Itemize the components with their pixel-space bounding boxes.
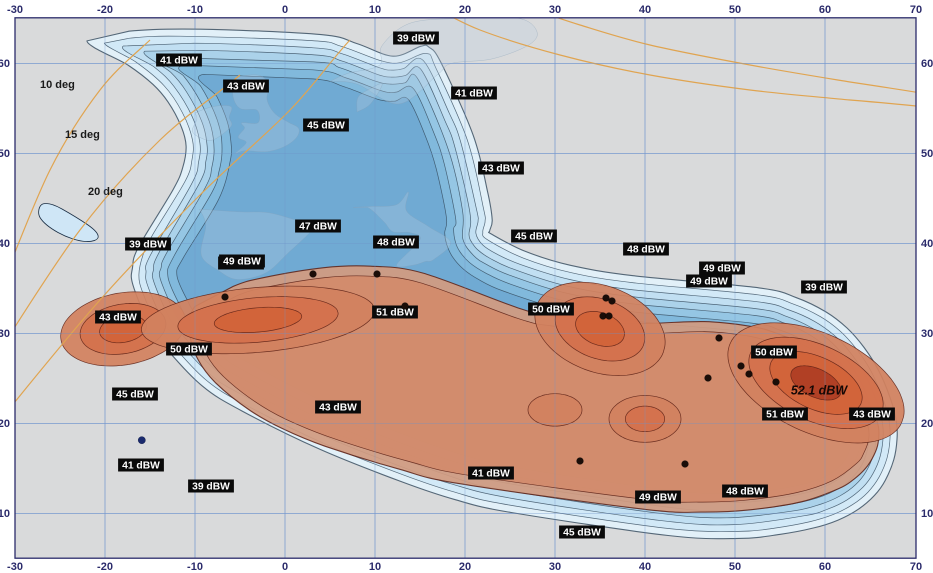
svg-text:0: 0 <box>282 561 288 573</box>
svg-text:30: 30 <box>921 328 933 340</box>
svg-text:20 deg: 20 deg <box>88 186 123 198</box>
svg-text:40: 40 <box>639 561 651 573</box>
svg-text:20: 20 <box>459 4 471 16</box>
svg-text:50: 50 <box>0 148 10 160</box>
svg-text:39 dBW: 39 dBW <box>397 34 435 45</box>
svg-text:39 dBW: 39 dBW <box>129 240 167 251</box>
svg-text:39 dBW: 39 dBW <box>805 283 843 294</box>
svg-text:51 dBW: 51 dBW <box>376 308 414 319</box>
svg-text:43 dBW: 43 dBW <box>319 403 357 414</box>
svg-text:45 dBW: 45 dBW <box>515 232 553 243</box>
svg-text:40: 40 <box>0 238 10 250</box>
svg-text:-30: -30 <box>7 4 23 16</box>
svg-text:40: 40 <box>639 4 651 16</box>
svg-text:30: 30 <box>549 4 561 16</box>
svg-text:43 dBW: 43 dBW <box>853 410 891 421</box>
svg-text:48 dBW: 48 dBW <box>627 245 665 256</box>
svg-text:50: 50 <box>729 561 741 573</box>
svg-text:10 deg: 10 deg <box>40 79 75 91</box>
svg-text:45 dBW: 45 dBW <box>116 390 154 401</box>
svg-text:50: 50 <box>729 4 741 16</box>
svg-text:10: 10 <box>369 4 381 16</box>
svg-text:10: 10 <box>921 508 933 520</box>
svg-text:0: 0 <box>282 4 288 16</box>
svg-text:70: 70 <box>910 4 922 16</box>
svg-text:30: 30 <box>549 561 561 573</box>
svg-text:49 dBW: 49 dBW <box>690 277 728 288</box>
svg-text:-20: -20 <box>97 4 113 16</box>
svg-text:50: 50 <box>921 148 933 160</box>
svg-text:45 dBW: 45 dBW <box>307 121 345 132</box>
svg-text:49 dBW: 49 dBW <box>223 257 261 268</box>
svg-text:-30: -30 <box>7 561 23 573</box>
svg-text:50 dBW: 50 dBW <box>532 305 570 316</box>
svg-text:50 dBW: 50 dBW <box>170 345 208 356</box>
svg-text:60: 60 <box>819 4 831 16</box>
svg-text:43 dBW: 43 dBW <box>482 164 520 175</box>
svg-text:41 dBW: 41 dBW <box>160 56 198 67</box>
svg-text:49 dBW: 49 dBW <box>639 493 677 504</box>
svg-text:50 dBW: 50 dBW <box>755 348 793 359</box>
svg-text:43 dBW: 43 dBW <box>227 82 265 93</box>
svg-text:52.1 dBW: 52.1 dBW <box>791 384 848 398</box>
svg-text:10: 10 <box>369 561 381 573</box>
svg-text:20: 20 <box>921 418 933 430</box>
svg-text:15 deg: 15 deg <box>65 129 100 141</box>
svg-text:51 dBW: 51 dBW <box>766 410 804 421</box>
svg-text:-10: -10 <box>187 4 203 16</box>
svg-text:41 dBW: 41 dBW <box>455 89 493 100</box>
svg-text:20: 20 <box>0 418 10 430</box>
svg-text:60: 60 <box>819 561 831 573</box>
svg-text:49 dBW: 49 dBW <box>703 264 741 275</box>
svg-text:10: 10 <box>0 508 10 520</box>
svg-text:48 dBW: 48 dBW <box>726 487 764 498</box>
svg-text:48 dBW: 48 dBW <box>377 238 415 249</box>
svg-text:60: 60 <box>0 58 10 70</box>
svg-text:-20: -20 <box>97 561 113 573</box>
svg-text:41 dBW: 41 dBW <box>122 461 160 472</box>
svg-text:30: 30 <box>0 328 10 340</box>
svg-text:20: 20 <box>459 561 471 573</box>
svg-text:43 dBW: 43 dBW <box>99 313 137 324</box>
svg-text:47 dBW: 47 dBW <box>299 222 337 233</box>
svg-text:41 dBW: 41 dBW <box>472 469 510 480</box>
svg-text:-10: -10 <box>187 561 203 573</box>
svg-text:60: 60 <box>921 58 933 70</box>
svg-text:39 dBW: 39 dBW <box>192 482 230 493</box>
svg-text:45 dBW: 45 dBW <box>563 528 601 539</box>
svg-text:40: 40 <box>921 238 933 250</box>
svg-text:70: 70 <box>910 561 922 573</box>
